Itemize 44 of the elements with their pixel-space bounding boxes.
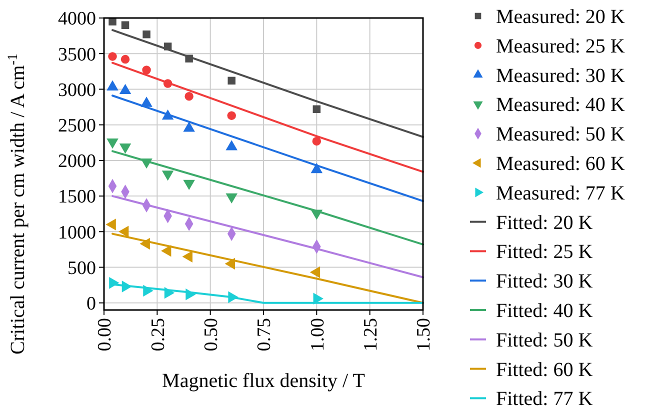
y-tick-label: 0	[86, 294, 96, 315]
legend-label: Measured: 30 K	[496, 64, 626, 87]
point	[312, 105, 321, 114]
x-tick-label: 0.50	[200, 318, 222, 352]
y-tick-label: 1000	[58, 222, 96, 244]
y-tick-label: 4000	[58, 8, 96, 30]
point	[312, 136, 322, 146]
legend-label: Measured: 50 K	[496, 124, 626, 146]
legend-label: Measured: 77 K	[496, 182, 626, 204]
x-tick-label: 0.00	[94, 318, 116, 352]
point	[164, 42, 172, 50]
legend-label: Fitted: 40 K	[496, 300, 594, 322]
legend-label: Fitted: 25 K	[496, 241, 594, 264]
y-tick-label: 500	[68, 258, 96, 279]
point	[108, 52, 117, 61]
point	[228, 76, 236, 85]
point	[227, 111, 236, 120]
x-axis-title: Magnetic flux density / T	[162, 370, 365, 392]
point	[163, 79, 172, 88]
point	[120, 54, 130, 64]
legend-label: Fitted: 20 K	[496, 212, 594, 234]
x-tick-label: 1.00	[307, 318, 328, 352]
x-tick-label: 0.75	[254, 318, 276, 352]
y-tick-label: 2500	[58, 115, 96, 136]
point	[142, 66, 151, 74]
x-tick-label: 1.50	[414, 318, 435, 352]
point	[184, 92, 194, 101]
x-tick-label: 0.25	[148, 318, 169, 352]
y-tick-label: 1500	[58, 186, 96, 208]
legend-label: Measured: 25 K	[496, 35, 626, 58]
legend-label: Fitted: 50 K	[496, 329, 594, 352]
legend-label: Measured: 20 K	[496, 6, 626, 28]
y-tick-label: 3500	[58, 44, 96, 66]
legend-label: Measured: 40 K	[496, 94, 626, 116]
y-tick-label: 2000	[58, 151, 96, 172]
legend-label: Measured: 60 K	[496, 153, 626, 175]
y-tick-label: 3000	[58, 80, 96, 101]
legend-label: Fitted: 77 K	[496, 388, 594, 410]
legend-label: Fitted: 60 K	[496, 358, 594, 381]
point	[121, 21, 130, 29]
point	[142, 30, 150, 38]
x-tick-label: 1.25	[360, 318, 382, 352]
legend-label: Fitted: 30 K	[496, 270, 594, 293]
point	[185, 54, 193, 62]
